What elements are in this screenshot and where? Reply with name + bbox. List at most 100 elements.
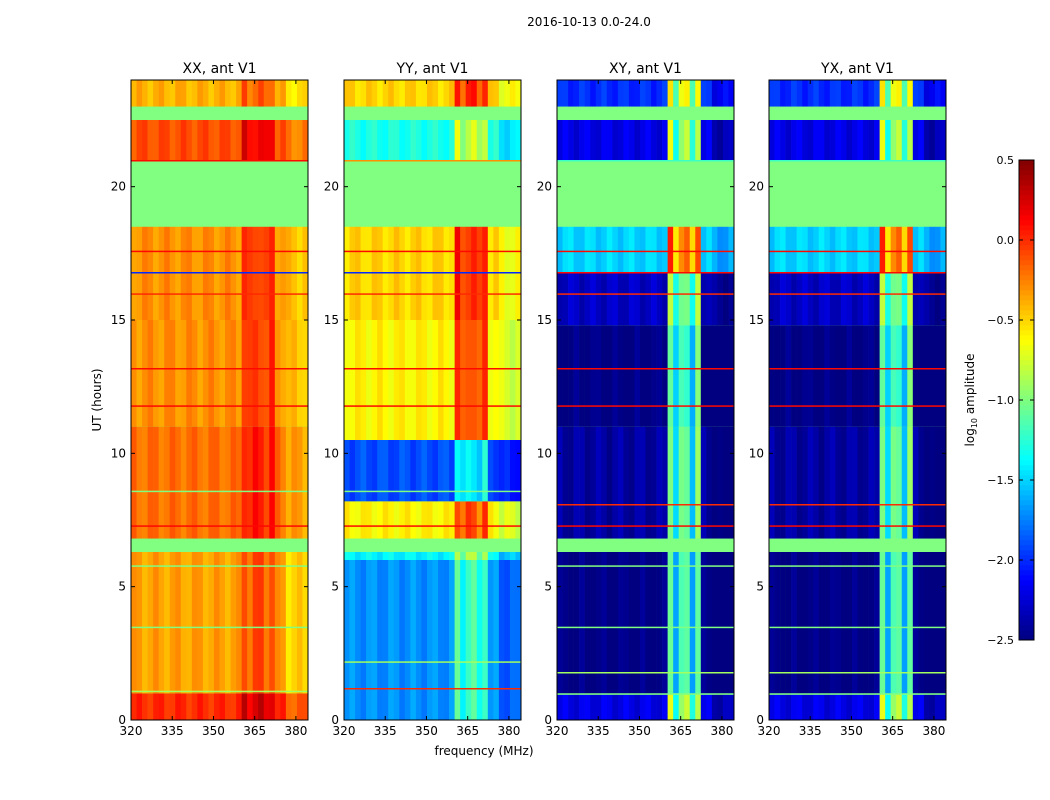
heatmap-cell <box>590 226 597 272</box>
heatmap-cell <box>623 693 630 720</box>
heatmap-cell <box>562 272 569 326</box>
flagged-band <box>769 106 946 120</box>
heatmap-cell <box>667 120 674 160</box>
colorbar-segment <box>1019 405 1034 411</box>
heatmap-cell <box>438 552 444 560</box>
heatmap-cell <box>774 272 781 326</box>
heatmap-cell <box>711 120 718 160</box>
heatmap-cell <box>449 80 455 107</box>
heatmap-cell <box>667 693 674 720</box>
colorbar-segment <box>1019 500 1034 506</box>
heatmap-cell <box>225 320 231 427</box>
colorbar-segment <box>1019 400 1034 406</box>
colorbar-segment <box>1019 455 1034 461</box>
colorbar-segment <box>1019 245 1034 251</box>
heatmap-cell <box>573 80 580 107</box>
heatmap-cell <box>175 120 182 160</box>
heatmap-cell <box>388 320 395 440</box>
heatmap-cell <box>366 80 372 107</box>
heatmap-cell <box>813 272 820 326</box>
colorbar-segment <box>1019 495 1034 501</box>
time-line <box>557 525 734 527</box>
heatmap-cell <box>393 120 400 160</box>
colorbar-tick-label: 0.0 <box>997 234 1015 247</box>
heatmap-cell <box>476 501 483 539</box>
x-tick-label: 320 <box>546 724 569 738</box>
heatmap-cell <box>940 325 947 427</box>
heatmap-cell <box>818 693 825 720</box>
heatmap-cell <box>907 226 914 272</box>
y-tick-label: 20 <box>537 180 552 194</box>
heatmap-cell <box>504 80 511 107</box>
heatmap-cell <box>241 320 248 427</box>
colorbar-segment <box>1019 440 1034 446</box>
heatmap-cell <box>371 80 378 107</box>
heatmap-cell <box>426 320 433 440</box>
heatmap-cell <box>285 320 292 427</box>
heatmap-cell <box>835 325 842 427</box>
heatmap-cell <box>382 560 389 720</box>
heatmap-cell <box>579 120 585 160</box>
heatmap-cell <box>934 693 941 720</box>
colorbar-segment <box>1019 265 1034 271</box>
heatmap-cell <box>285 426 292 539</box>
heatmap-cell <box>791 552 797 694</box>
heatmap-cell <box>263 693 270 720</box>
heatmap-cell <box>388 440 395 502</box>
heatmap-cell <box>208 426 215 539</box>
heatmap-cell <box>349 80 356 107</box>
heatmap-cell <box>774 120 781 160</box>
heatmap-cell <box>142 426 148 539</box>
heatmap-cell <box>667 426 674 539</box>
heatmap-cell <box>415 501 422 539</box>
heatmap-cell <box>186 320 193 427</box>
heatmap-cell <box>934 226 941 272</box>
heatmap-cell <box>656 272 663 326</box>
heatmap-cell <box>678 120 685 160</box>
heatmap-cell <box>225 552 231 694</box>
heatmap-cell <box>890 80 897 107</box>
heatmap-cell <box>796 426 803 539</box>
heatmap-cell <box>164 320 171 427</box>
heatmap-cell <box>918 120 925 160</box>
colorbar-segment <box>1019 415 1034 421</box>
heatmap-cell <box>202 426 209 539</box>
heatmap-cell <box>291 80 298 107</box>
heatmap-cell <box>280 693 287 720</box>
heatmap-cell <box>835 226 842 272</box>
heatmap-cell <box>769 426 775 539</box>
heatmap-cell <box>785 272 792 326</box>
heatmap-cell <box>421 560 428 720</box>
heatmap-cell <box>487 80 494 107</box>
colorbar-segment <box>1019 460 1034 466</box>
panel-title: YY, ant V1 <box>396 61 469 77</box>
heatmap-cell <box>169 693 176 720</box>
heatmap-cell <box>695 120 702 160</box>
x-tick-label: 335 <box>587 724 610 738</box>
heatmap-cell <box>263 320 270 427</box>
heatmap-cell <box>601 552 608 694</box>
flagged-band <box>557 106 734 120</box>
heatmap-cell <box>241 120 248 160</box>
heatmap-cell <box>377 440 384 502</box>
x-tick-label: 365 <box>881 724 904 738</box>
heatmap-cell <box>191 120 198 160</box>
heatmap-cell <box>835 426 842 539</box>
heatmap-cell <box>296 120 303 160</box>
heatmap-cell <box>711 552 718 694</box>
heatmap-cell <box>460 320 466 440</box>
time-line <box>131 490 308 493</box>
heatmap-cell <box>175 426 182 539</box>
heatmap-cell <box>662 80 668 107</box>
heatmap-cell <box>711 325 718 427</box>
heatmap-cell <box>606 80 613 107</box>
heatmap-cell <box>769 80 775 107</box>
y-tick-label: 20 <box>749 180 764 194</box>
heatmap-cell <box>912 226 919 272</box>
heatmap-cell <box>678 272 685 326</box>
heatmap-cell <box>147 552 154 694</box>
heatmap-cell <box>371 501 378 539</box>
heatmap-cell <box>344 120 350 160</box>
heatmap-cell <box>728 552 735 694</box>
heatmap-cell <box>728 325 735 427</box>
